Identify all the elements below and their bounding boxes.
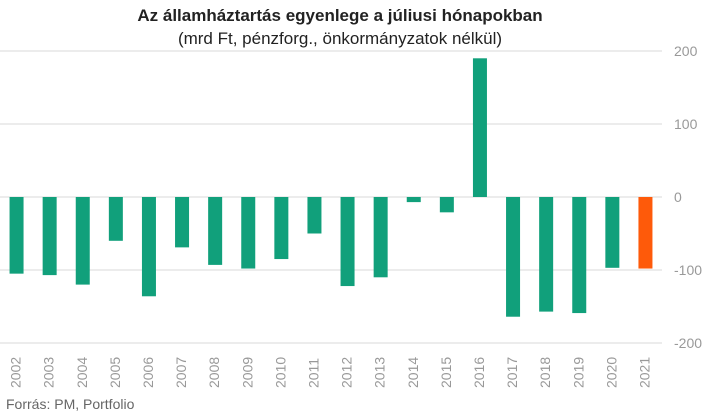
x-tick-label: 2010 xyxy=(272,357,288,388)
x-tick-label: 2011 xyxy=(305,358,321,388)
bar xyxy=(241,197,256,269)
x-tick-label: 2021 xyxy=(636,357,652,388)
x-tick-label: 2002 xyxy=(8,357,24,388)
bar xyxy=(605,197,620,268)
bar xyxy=(439,197,454,213)
bar xyxy=(373,197,388,278)
bar xyxy=(539,197,554,312)
bar xyxy=(472,58,487,197)
x-tick-label: 2005 xyxy=(107,357,123,388)
x-tick-label: 2014 xyxy=(405,357,421,388)
y-tick-label: 200 xyxy=(674,43,698,59)
y-tick-label: 0 xyxy=(674,189,682,205)
bar xyxy=(108,197,123,241)
chart-subtitle: (mrd Ft, pénzforg., önkormányzatok nélkü… xyxy=(177,29,503,48)
bar xyxy=(506,197,521,317)
chart-title: Az államháztartás egyenlege a júliusi hó… xyxy=(137,6,543,25)
x-tick-label: 2012 xyxy=(339,357,355,388)
bar xyxy=(141,197,156,297)
source-note: Forrás: PM, Portfolio xyxy=(6,396,135,412)
bar xyxy=(274,197,289,260)
bar xyxy=(75,197,90,285)
x-tick-label: 2009 xyxy=(239,357,255,388)
bar xyxy=(572,197,587,314)
x-tick-label: 2006 xyxy=(140,357,156,388)
y-tick-label: 100 xyxy=(674,116,698,132)
y-tick-label: -200 xyxy=(674,335,702,351)
x-tick-label: 2020 xyxy=(603,357,619,388)
x-tick-label: 2019 xyxy=(570,357,586,388)
x-tick-label: 2015 xyxy=(438,357,454,388)
x-tick-label: 2018 xyxy=(537,357,553,388)
x-tick-label: 2016 xyxy=(471,357,487,388)
x-tick-label: 2017 xyxy=(504,357,520,388)
x-tick-label: 2003 xyxy=(41,357,57,388)
bar xyxy=(406,197,421,203)
y-tick-label: -100 xyxy=(674,262,702,278)
bar xyxy=(208,197,223,265)
bar xyxy=(9,197,24,274)
x-tick-label: 2008 xyxy=(206,357,222,388)
bar xyxy=(175,197,190,248)
x-tick-label: 2007 xyxy=(173,357,189,388)
bar xyxy=(42,197,57,276)
bar xyxy=(638,197,653,269)
bar xyxy=(307,197,322,234)
bar xyxy=(340,197,355,287)
x-tick-label: 2004 xyxy=(74,357,90,388)
x-tick-label: 2013 xyxy=(372,357,388,388)
